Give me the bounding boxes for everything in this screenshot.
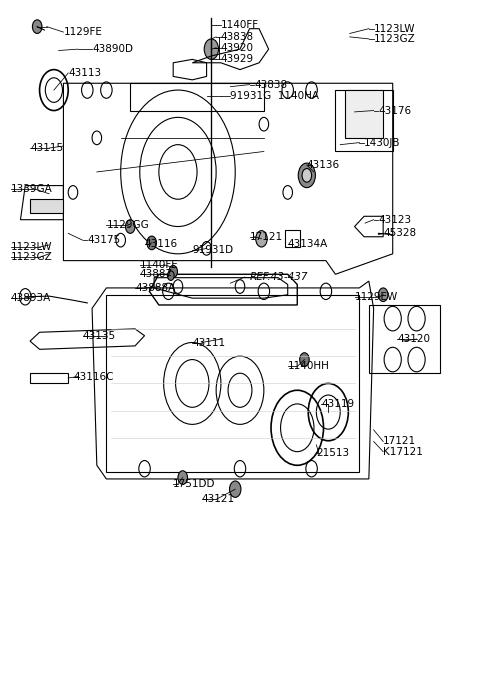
Text: 43176: 43176 bbox=[378, 105, 411, 116]
Text: 91931D: 91931D bbox=[192, 245, 233, 256]
Text: 1123GZ: 1123GZ bbox=[373, 34, 415, 44]
Text: 43929: 43929 bbox=[221, 54, 254, 64]
Text: 43135: 43135 bbox=[83, 331, 116, 340]
Text: 1751DD: 1751DD bbox=[173, 479, 216, 488]
Text: 45328: 45328 bbox=[383, 228, 416, 238]
Circle shape bbox=[302, 169, 312, 182]
Circle shape bbox=[204, 39, 218, 60]
Text: 43888A: 43888A bbox=[135, 283, 175, 293]
Text: 1140FE: 1140FE bbox=[140, 260, 179, 270]
Text: 43116C: 43116C bbox=[73, 371, 113, 382]
Polygon shape bbox=[345, 90, 383, 138]
Text: 43113: 43113 bbox=[68, 68, 101, 78]
Circle shape bbox=[229, 481, 241, 497]
Text: 1129EW: 1129EW bbox=[355, 292, 398, 303]
Text: 91931G  1140HA: 91931G 1140HA bbox=[230, 90, 320, 101]
Text: 43890D: 43890D bbox=[92, 44, 133, 54]
Text: 43119: 43119 bbox=[321, 399, 354, 409]
Text: 43116: 43116 bbox=[144, 238, 178, 249]
Circle shape bbox=[169, 265, 178, 277]
Circle shape bbox=[168, 271, 174, 280]
Text: 43115: 43115 bbox=[30, 143, 63, 153]
Circle shape bbox=[300, 353, 309, 366]
Text: 43121: 43121 bbox=[202, 495, 235, 504]
Text: 43175: 43175 bbox=[87, 235, 120, 245]
Circle shape bbox=[298, 163, 315, 188]
Text: 1123GZ: 1123GZ bbox=[11, 252, 53, 262]
Text: 17121: 17121 bbox=[250, 232, 283, 242]
Text: 1123LW: 1123LW bbox=[11, 242, 52, 252]
Text: 43136: 43136 bbox=[307, 160, 340, 170]
Text: 43111: 43111 bbox=[192, 338, 226, 347]
Circle shape bbox=[147, 236, 156, 250]
Text: 43920: 43920 bbox=[221, 42, 254, 53]
Text: 17121: 17121 bbox=[383, 436, 416, 447]
Text: K17121: K17121 bbox=[383, 447, 423, 457]
Text: 1123LW: 1123LW bbox=[373, 24, 415, 34]
Text: 43123: 43123 bbox=[378, 214, 411, 225]
Text: 1339GA: 1339GA bbox=[11, 184, 53, 194]
Text: 43838: 43838 bbox=[254, 79, 288, 90]
Text: 1129GG: 1129GG bbox=[107, 220, 149, 230]
Text: 1140FF: 1140FF bbox=[221, 21, 259, 30]
Text: 43887: 43887 bbox=[140, 269, 173, 279]
Text: 43893A: 43893A bbox=[11, 293, 51, 303]
Circle shape bbox=[33, 20, 42, 34]
Circle shape bbox=[125, 220, 135, 234]
Text: 21513: 21513 bbox=[316, 448, 349, 458]
Text: 43134A: 43134A bbox=[288, 238, 328, 249]
Text: 43838: 43838 bbox=[221, 32, 254, 42]
Text: 43120: 43120 bbox=[397, 334, 431, 344]
Polygon shape bbox=[30, 199, 63, 213]
Text: 1129FE: 1129FE bbox=[63, 27, 102, 37]
Text: 1430JB: 1430JB bbox=[364, 138, 401, 147]
Text: REF.43-437: REF.43-437 bbox=[250, 272, 308, 282]
Circle shape bbox=[256, 231, 267, 247]
Circle shape bbox=[178, 471, 188, 484]
Text: 1140HH: 1140HH bbox=[288, 362, 330, 371]
Circle shape bbox=[378, 288, 388, 301]
